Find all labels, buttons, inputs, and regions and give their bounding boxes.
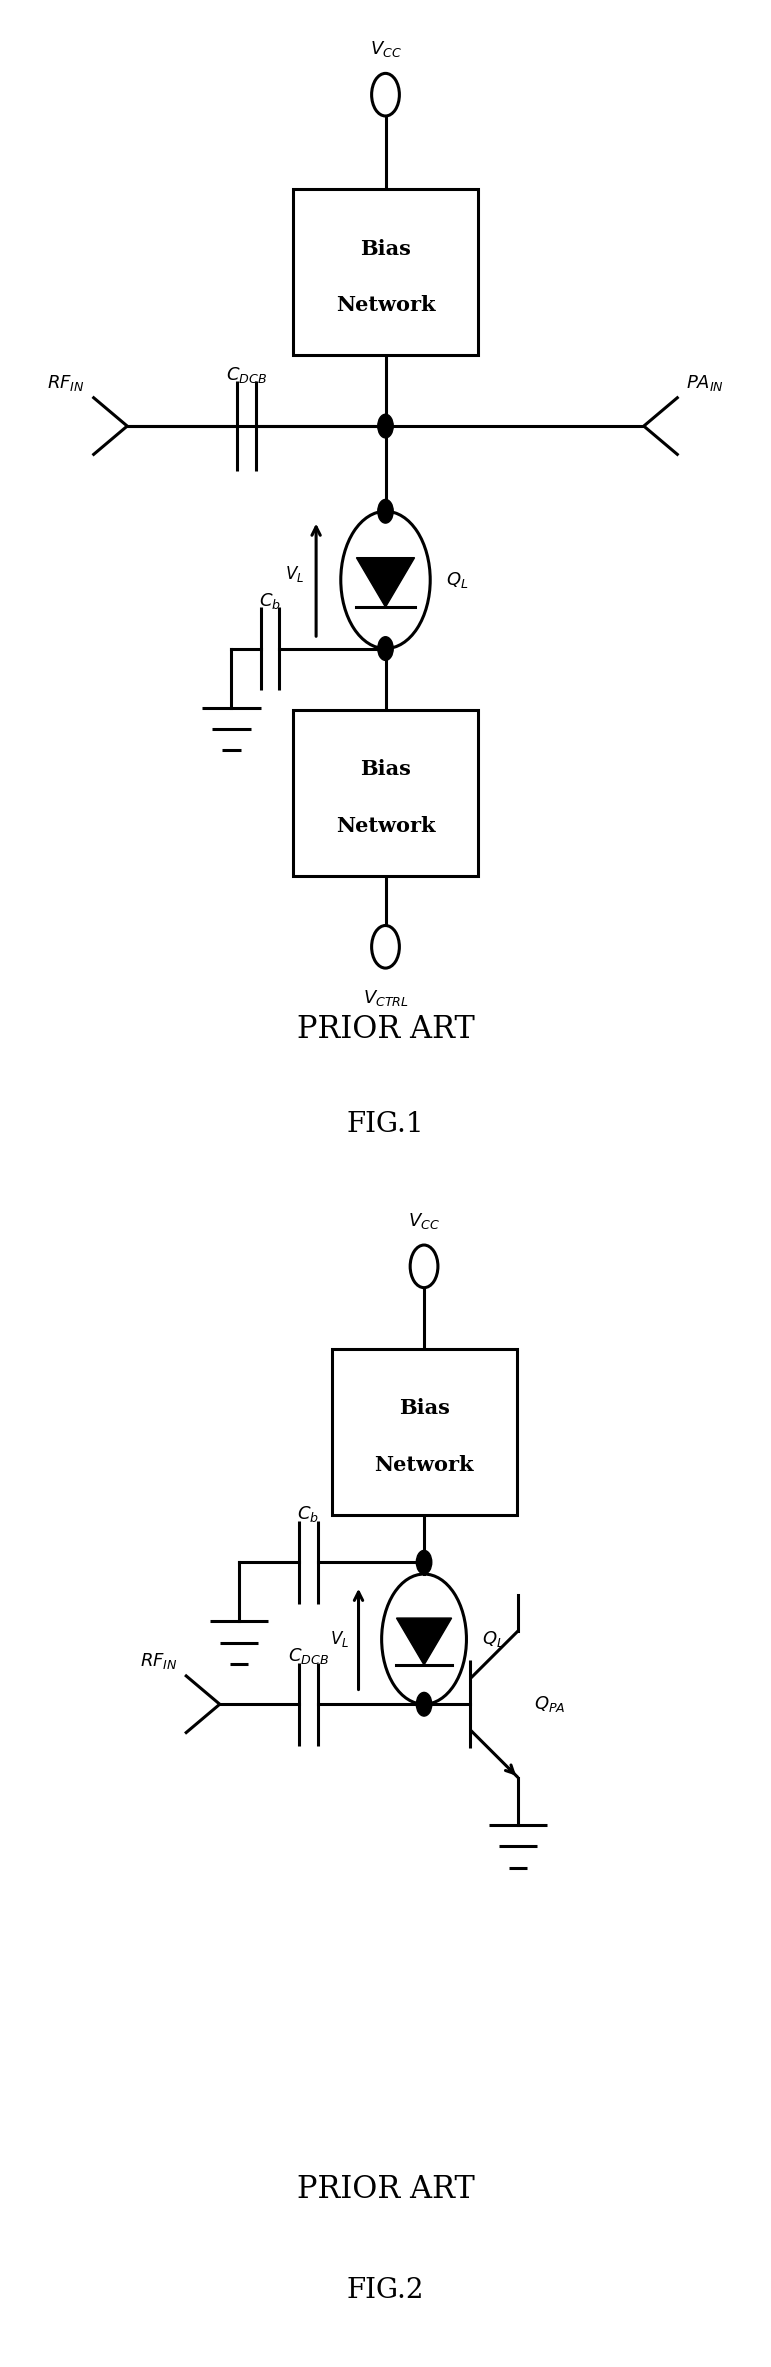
Text: $Q_L$: $Q_L$ (446, 570, 468, 589)
Text: $RF_{IN}$: $RF_{IN}$ (47, 374, 85, 393)
Text: $V_{CTRL}$: $V_{CTRL}$ (362, 989, 409, 1008)
Text: Network: Network (335, 817, 436, 836)
Text: $V_L$: $V_L$ (285, 563, 305, 585)
Text: $V_L$: $V_L$ (330, 1628, 349, 1650)
Circle shape (416, 1692, 432, 1716)
Text: Bias: Bias (360, 760, 411, 779)
Text: Network: Network (374, 1456, 474, 1475)
Text: $V_{CC}$: $V_{CC}$ (408, 1212, 440, 1231)
Text: $C_b$: $C_b$ (298, 1505, 319, 1524)
Polygon shape (356, 559, 415, 606)
Circle shape (378, 637, 393, 660)
Circle shape (378, 499, 393, 523)
Text: PRIOR ART: PRIOR ART (297, 1013, 474, 1046)
Text: PRIOR ART: PRIOR ART (297, 2173, 474, 2206)
Text: Network: Network (335, 296, 436, 315)
Bar (293, 189, 478, 355)
Text: Bias: Bias (360, 239, 411, 258)
Text: $V_{CC}$: $V_{CC}$ (369, 40, 402, 59)
Text: $C_b$: $C_b$ (259, 592, 281, 611)
Text: $Q_L$: $Q_L$ (482, 1628, 504, 1650)
Text: $PA_{IN}$: $PA_{IN}$ (686, 374, 724, 393)
Text: FIG.1: FIG.1 (347, 1110, 424, 1139)
Text: $Q_{PA}$: $Q_{PA}$ (534, 1695, 565, 1714)
Circle shape (378, 414, 393, 438)
Text: Bias: Bias (399, 1399, 449, 1418)
Text: $RF_{IN}$: $RF_{IN}$ (140, 1652, 177, 1671)
Bar (293, 710, 478, 876)
Text: FIG.2: FIG.2 (347, 2277, 424, 2303)
Circle shape (416, 1550, 432, 1574)
Text: $C_{DCB}$: $C_{DCB}$ (226, 365, 268, 383)
Bar (332, 1349, 517, 1515)
Polygon shape (396, 1619, 452, 1664)
Text: $C_{DCB}$: $C_{DCB}$ (288, 1647, 329, 1666)
